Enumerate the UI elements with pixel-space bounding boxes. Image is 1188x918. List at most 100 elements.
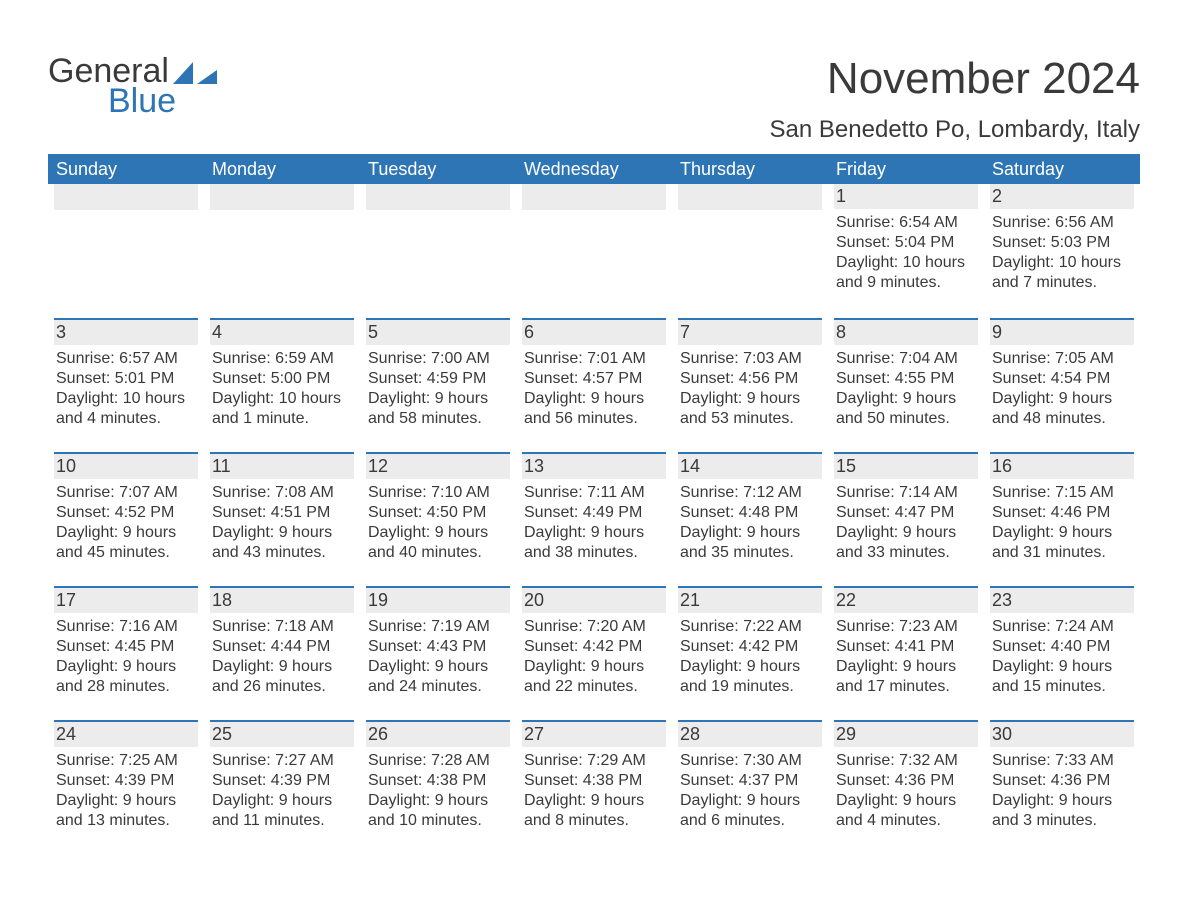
calendar-cell: 4Sunrise: 6:59 AMSunset: 5:00 PMDaylight… bbox=[204, 318, 360, 452]
calendar-cell: 3Sunrise: 6:57 AMSunset: 5:01 PMDaylight… bbox=[48, 318, 204, 452]
daylight-text-line2: and 15 minutes. bbox=[992, 677, 1134, 697]
title-block: November 2024 San Benedetto Po, Lombardy… bbox=[770, 54, 1140, 144]
daylight-text-line2: and 31 minutes. bbox=[992, 543, 1134, 563]
day-details: Sunrise: 7:10 AMSunset: 4:50 PMDaylight:… bbox=[366, 483, 510, 563]
sunset-text: Sunset: 4:49 PM bbox=[524, 503, 666, 523]
daylight-text-line2: and 38 minutes. bbox=[524, 543, 666, 563]
daylight-text-line1: Daylight: 10 hours bbox=[56, 389, 198, 409]
daylight-text-line1: Daylight: 9 hours bbox=[680, 657, 822, 677]
calendar-cell: 23Sunrise: 7:24 AMSunset: 4:40 PMDayligh… bbox=[984, 586, 1140, 720]
daylight-text-line2: and 45 minutes. bbox=[56, 543, 198, 563]
sunrise-text: Sunrise: 7:20 AM bbox=[524, 617, 666, 637]
daylight-text-line2: and 24 minutes. bbox=[368, 677, 510, 697]
sunrise-text: Sunrise: 6:59 AM bbox=[212, 349, 354, 369]
day-header-empty bbox=[54, 184, 198, 210]
sunset-text: Sunset: 5:00 PM bbox=[212, 369, 354, 389]
calendar-cell: 21Sunrise: 7:22 AMSunset: 4:42 PMDayligh… bbox=[672, 586, 828, 720]
daylight-text-line1: Daylight: 9 hours bbox=[992, 389, 1134, 409]
day-details: Sunrise: 6:56 AMSunset: 5:03 PMDaylight:… bbox=[990, 213, 1134, 293]
calendar-cell: 1 Sunrise: 6:54 AMSunset: 5:04 PMDaylight… bbox=[828, 184, 984, 318]
sunrise-text: Sunrise: 7:03 AM bbox=[680, 349, 822, 369]
calendar-cell: 24Sunrise: 7:25 AMSunset: 4:39 PMDayligh… bbox=[48, 720, 204, 854]
calendar-cell: 11 Sunrise: 7:08 AMSunset: 4:51 PMDayligh… bbox=[204, 452, 360, 586]
sunset-text: Sunset: 4:43 PM bbox=[368, 637, 510, 657]
daylight-text-line2: and 43 minutes. bbox=[212, 543, 354, 563]
calendar-cell: 19 Sunrise: 7:19 AMSunset: 4:43 PMDayligh… bbox=[360, 586, 516, 720]
daylight-text-line2: and 26 minutes. bbox=[212, 677, 354, 697]
daylight-text-line1: Daylight: 9 hours bbox=[524, 523, 666, 543]
day-details: Sunrise: 7:33 AMSunset: 4:36 PMDaylight:… bbox=[990, 751, 1134, 831]
location: San Benedetto Po, Lombardy, Italy bbox=[770, 116, 1140, 144]
daylight-text-line2: and 11 minutes. bbox=[212, 811, 354, 831]
daylight-text-line2: and 8 minutes. bbox=[524, 811, 666, 831]
calendar-cell bbox=[204, 184, 360, 318]
calendar-week-row: 3Sunrise: 6:57 AMSunset: 5:01 PMDaylight… bbox=[48, 318, 1140, 452]
daylight-text-line1: Daylight: 9 hours bbox=[836, 791, 978, 811]
day-number: 20 bbox=[522, 586, 666, 613]
daylight-text-line1: Daylight: 9 hours bbox=[56, 791, 198, 811]
sunrise-text: Sunrise: 7:25 AM bbox=[56, 751, 198, 771]
daylight-text-line1: Daylight: 9 hours bbox=[368, 523, 510, 543]
day-details: Sunrise: 7:04 AMSunset: 4:55 PMDaylight:… bbox=[834, 349, 978, 429]
brand-sail-icon bbox=[173, 60, 217, 84]
sunset-text: Sunset: 4:51 PM bbox=[212, 503, 354, 523]
daylight-text-line2: and 1 minute. bbox=[212, 409, 354, 429]
sunrise-text: Sunrise: 7:15 AM bbox=[992, 483, 1134, 503]
weekday-header: Tuesday bbox=[360, 154, 516, 184]
weekday-header-row: Sunday Monday Tuesday Wednesday Thursday… bbox=[48, 154, 1140, 184]
day-details: Sunrise: 6:54 AMSunset: 5:04 PMDaylight:… bbox=[834, 213, 978, 293]
day-number: 30 bbox=[990, 720, 1134, 747]
weekday-header: Sunday bbox=[48, 154, 204, 184]
daylight-text-line2: and 48 minutes. bbox=[992, 409, 1134, 429]
daylight-text-line1: Daylight: 10 hours bbox=[992, 253, 1134, 273]
sunset-text: Sunset: 4:44 PM bbox=[212, 637, 354, 657]
day-details: Sunrise: 7:12 AMSunset: 4:48 PMDaylight:… bbox=[678, 483, 822, 563]
day-number: 19 bbox=[366, 586, 510, 613]
calendar-week-row: 17Sunrise: 7:16 AMSunset: 4:45 PMDayligh… bbox=[48, 586, 1140, 720]
day-details: Sunrise: 7:05 AMSunset: 4:54 PMDaylight:… bbox=[990, 349, 1134, 429]
day-number: 25 bbox=[210, 720, 354, 747]
day-number: 1 bbox=[834, 184, 978, 209]
sunrise-text: Sunrise: 7:14 AM bbox=[836, 483, 978, 503]
calendar-cell: 10Sunrise: 7:07 AMSunset: 4:52 PMDayligh… bbox=[48, 452, 204, 586]
calendar-cell: 16Sunrise: 7:15 AMSunset: 4:46 PMDayligh… bbox=[984, 452, 1140, 586]
day-details: Sunrise: 7:08 AMSunset: 4:51 PMDaylight:… bbox=[210, 483, 354, 563]
daylight-text-line1: Daylight: 9 hours bbox=[368, 657, 510, 677]
sunset-text: Sunset: 4:40 PM bbox=[992, 637, 1134, 657]
day-number: 18 bbox=[210, 586, 354, 613]
daylight-text-line2: and 40 minutes. bbox=[368, 543, 510, 563]
daylight-text-line1: Daylight: 9 hours bbox=[992, 523, 1134, 543]
daylight-text-line1: Daylight: 9 hours bbox=[524, 791, 666, 811]
calendar-cell: 14 Sunrise: 7:12 AMSunset: 4:48 PMDayligh… bbox=[672, 452, 828, 586]
daylight-text-line1: Daylight: 9 hours bbox=[992, 791, 1134, 811]
daylight-text-line2: and 33 minutes. bbox=[836, 543, 978, 563]
sunset-text: Sunset: 4:55 PM bbox=[836, 369, 978, 389]
day-number: 14 bbox=[678, 452, 822, 479]
sunset-text: Sunset: 4:38 PM bbox=[368, 771, 510, 791]
daylight-text-line1: Daylight: 9 hours bbox=[212, 523, 354, 543]
calendar-week-row: 1 Sunrise: 6:54 AMSunset: 5:04 PMDaylight… bbox=[48, 184, 1140, 318]
sunset-text: Sunset: 4:37 PM bbox=[680, 771, 822, 791]
day-number: 3 bbox=[54, 318, 198, 345]
day-number: 2 bbox=[990, 184, 1134, 209]
calendar-cell: 15Sunrise: 7:14 AMSunset: 4:47 PMDayligh… bbox=[828, 452, 984, 586]
day-details: Sunrise: 7:25 AMSunset: 4:39 PMDaylight:… bbox=[54, 751, 198, 831]
sunrise-text: Sunrise: 7:00 AM bbox=[368, 349, 510, 369]
sunset-text: Sunset: 4:41 PM bbox=[836, 637, 978, 657]
sunrise-text: Sunrise: 7:08 AM bbox=[212, 483, 354, 503]
calendar-cell: 22Sunrise: 7:23 AMSunset: 4:41 PMDayligh… bbox=[828, 586, 984, 720]
sunrise-text: Sunrise: 7:30 AM bbox=[680, 751, 822, 771]
day-number: 7 bbox=[678, 318, 822, 345]
daylight-text-line1: Daylight: 9 hours bbox=[56, 523, 198, 543]
sunrise-text: Sunrise: 7:19 AM bbox=[368, 617, 510, 637]
daylight-text-line2: and 56 minutes. bbox=[524, 409, 666, 429]
calendar-cell: 17Sunrise: 7:16 AMSunset: 4:45 PMDayligh… bbox=[48, 586, 204, 720]
calendar-week-row: 24Sunrise: 7:25 AMSunset: 4:39 PMDayligh… bbox=[48, 720, 1140, 854]
daylight-text-line1: Daylight: 9 hours bbox=[836, 657, 978, 677]
day-number: 21 bbox=[678, 586, 822, 613]
day-number: 29 bbox=[834, 720, 978, 747]
calendar-cell: 13Sunrise: 7:11 AMSunset: 4:49 PMDayligh… bbox=[516, 452, 672, 586]
daylight-text-line1: Daylight: 9 hours bbox=[524, 657, 666, 677]
day-number: 11 bbox=[210, 452, 354, 479]
sunset-text: Sunset: 4:39 PM bbox=[56, 771, 198, 791]
